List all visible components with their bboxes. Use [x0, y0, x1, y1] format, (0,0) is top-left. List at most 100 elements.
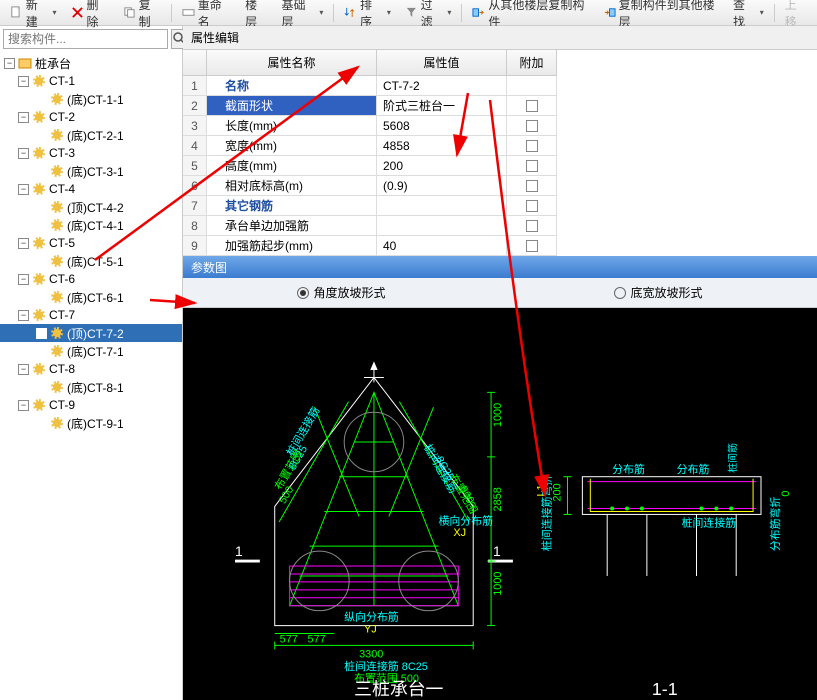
gear-icon — [50, 164, 64, 178]
prop-name[interactable]: 承台单边加强筋 — [207, 216, 377, 236]
row-num: 9 — [183, 236, 207, 256]
gear-icon — [50, 326, 64, 340]
prop-attach[interactable] — [507, 216, 557, 236]
gear-icon — [32, 362, 46, 376]
row-num: 7 — [183, 196, 207, 216]
prop-name[interactable]: 其它钢筋 — [207, 196, 377, 216]
angle-slope-option[interactable]: 角度放坡形式 — [297, 284, 385, 301]
delete-icon — [71, 6, 84, 20]
tree-child[interactable]: (顶)CT-7-2 — [0, 324, 182, 342]
prop-value[interactable]: (0.9) — [377, 176, 507, 196]
gear-icon — [50, 380, 64, 394]
gear-icon — [32, 74, 46, 88]
tree-item[interactable]: −CT-6 — [0, 270, 182, 288]
component-tree[interactable]: −桩承台−CT-1(底)CT-1-1−CT-2(底)CT-2-1−CT-3(底)… — [0, 52, 182, 700]
tree-root[interactable]: −桩承台 — [0, 54, 182, 72]
new-icon — [10, 6, 23, 20]
prop-value[interactable]: 4858 — [377, 136, 507, 156]
prop-value[interactable] — [377, 196, 507, 216]
svg-text:L1: L1 — [536, 484, 548, 496]
prop-attach[interactable] — [507, 96, 557, 116]
prop-attach[interactable] — [507, 116, 557, 136]
svg-text:1: 1 — [493, 543, 501, 559]
prop-attach[interactable] — [507, 76, 557, 96]
prop-name[interactable]: 截面形状 — [207, 96, 377, 116]
gear-icon — [32, 308, 46, 322]
prop-value[interactable]: 5608 — [377, 116, 507, 136]
tree-item[interactable]: −CT-9 — [0, 396, 182, 414]
svg-text:桩间连接筋: 桩间连接筋 — [682, 515, 737, 529]
prop-attach[interactable] — [507, 176, 557, 196]
rename-icon — [182, 6, 195, 20]
param-options: 角度放坡形式 底宽放坡形式 — [183, 278, 817, 308]
radio-on-icon — [297, 287, 309, 299]
prop-attach[interactable] — [507, 196, 557, 216]
gear-icon — [50, 290, 64, 304]
svg-text:横向分布筋: 横向分布筋 — [438, 513, 493, 527]
width-slope-option[interactable]: 底宽放坡形式 — [614, 284, 702, 301]
prop-value[interactable]: CT-7-2 — [377, 76, 507, 96]
tree-item[interactable]: −CT-7 — [0, 306, 182, 324]
tree-child[interactable]: (底)CT-9-1 — [0, 414, 182, 432]
prop-value[interactable]: 阶式三桩台一 — [377, 96, 507, 116]
row-num: 8 — [183, 216, 207, 236]
svg-text:分布筋: 分布筋 — [677, 462, 710, 476]
tree-child[interactable]: (顶)CT-4-2 — [0, 198, 182, 216]
tree-item[interactable]: −CT-2 — [0, 108, 182, 126]
tree-item[interactable]: −CT-3 — [0, 144, 182, 162]
gear-icon — [50, 200, 64, 214]
search-input[interactable] — [3, 29, 168, 49]
prop-name[interactable]: 加强筋起步(mm) — [207, 236, 377, 256]
row-num: 3 — [183, 116, 207, 136]
prop-attach[interactable] — [507, 136, 557, 156]
gear-icon — [50, 416, 64, 430]
tree-child[interactable]: (底)CT-2-1 — [0, 126, 182, 144]
prop-name[interactable]: 名称 — [207, 76, 377, 96]
tree-child[interactable]: (底)CT-1-1 — [0, 90, 182, 108]
svg-text:2858: 2858 — [492, 487, 504, 511]
gear-icon — [32, 146, 46, 160]
param-diagram-title: 参数图 — [183, 256, 817, 278]
copyto-icon — [603, 6, 616, 20]
gear-icon — [32, 182, 46, 196]
svg-text:1: 1 — [235, 543, 243, 559]
tree-item[interactable]: −CT-5 — [0, 234, 182, 252]
gear-icon — [32, 272, 46, 286]
row-num: 5 — [183, 156, 207, 176]
filter-icon — [405, 6, 418, 20]
prop-attach[interactable] — [507, 236, 557, 256]
prop-name[interactable]: 宽度(mm) — [207, 136, 377, 156]
folder-icon — [18, 56, 32, 70]
tree-child[interactable]: (底)CT-8-1 — [0, 378, 182, 396]
svg-text:桩间筋: 桩间筋 — [726, 443, 739, 473]
tree-panel: −桩承台−CT-1(底)CT-1-1−CT-2(底)CT-2-1−CT-3(底)… — [0, 26, 183, 700]
prop-name[interactable]: 相对底标高(m) — [207, 176, 377, 196]
svg-text:3300: 3300 — [359, 648, 383, 660]
prop-name[interactable]: 长度(mm) — [207, 116, 377, 136]
prop-value[interactable]: 40 — [377, 236, 507, 256]
svg-text:分布筋: 分布筋 — [612, 462, 645, 476]
svg-text:XJ: XJ — [453, 527, 466, 539]
gear-icon — [50, 254, 64, 268]
property-editor-title: 属性编辑 — [183, 26, 817, 50]
svg-text:三桩承台一: 三桩承台一 — [354, 679, 443, 699]
tree-item[interactable]: −CT-8 — [0, 360, 182, 378]
svg-text:577: 577 — [307, 633, 325, 645]
gear-icon — [32, 398, 46, 412]
tree-child[interactable]: (底)CT-7-1 — [0, 342, 182, 360]
gear-icon — [50, 92, 64, 106]
gear-icon — [32, 236, 46, 250]
drawing-canvas[interactable]: 1 1 1000 2858 1000 — [183, 308, 817, 700]
prop-value[interactable]: 200 — [377, 156, 507, 176]
row-num: 6 — [183, 176, 207, 196]
tree-item[interactable]: −CT-4 — [0, 180, 182, 198]
tree-child[interactable]: (底)CT-6-1 — [0, 288, 182, 306]
tree-child[interactable]: (底)CT-4-1 — [0, 216, 182, 234]
prop-attach[interactable] — [507, 156, 557, 176]
tree-child[interactable]: (底)CT-5-1 — [0, 252, 182, 270]
tree-item[interactable]: −CT-1 — [0, 72, 182, 90]
prop-value[interactable] — [377, 216, 507, 236]
gear-icon — [32, 110, 46, 124]
prop-name[interactable]: 高度(mm) — [207, 156, 377, 176]
tree-child[interactable]: (底)CT-3-1 — [0, 162, 182, 180]
